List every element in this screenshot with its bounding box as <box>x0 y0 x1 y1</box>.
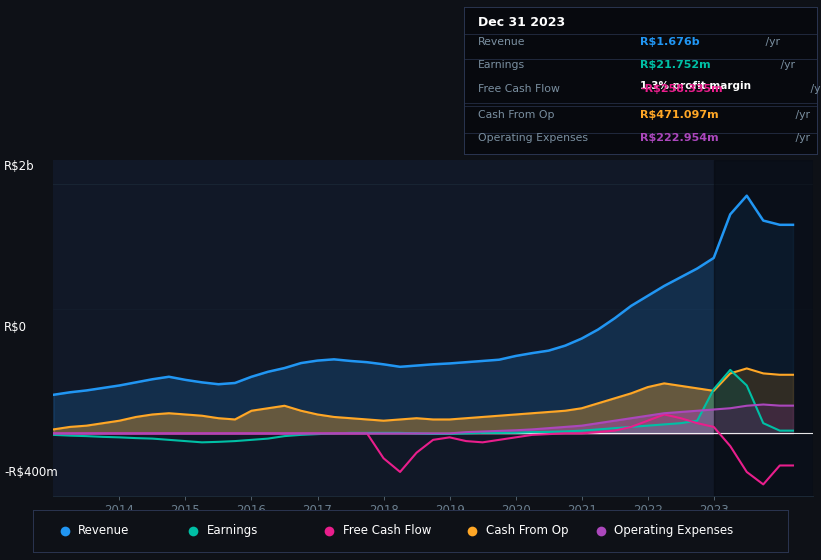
Text: Earnings: Earnings <box>478 60 525 70</box>
Text: /yr: /yr <box>792 110 810 120</box>
Text: -R$258.335m: -R$258.335m <box>640 83 723 94</box>
Text: /yr: /yr <box>792 133 810 143</box>
Text: Free Cash Flow: Free Cash Flow <box>478 83 560 94</box>
Text: 1.3% profit margin: 1.3% profit margin <box>640 81 751 91</box>
Bar <box>713 160 813 496</box>
Text: Cash From Op: Cash From Op <box>478 110 554 120</box>
Text: -R$400m: -R$400m <box>4 466 57 479</box>
Text: Revenue: Revenue <box>78 524 130 537</box>
Text: Cash From Op: Cash From Op <box>486 524 568 537</box>
Text: Free Cash Flow: Free Cash Flow <box>342 524 431 537</box>
Text: R$1.676b: R$1.676b <box>640 36 700 46</box>
Text: R$0: R$0 <box>4 321 27 334</box>
Text: /yr: /yr <box>807 83 821 94</box>
Text: Revenue: Revenue <box>478 36 525 46</box>
Text: /yr: /yr <box>777 60 795 70</box>
Text: R$2b: R$2b <box>4 160 34 172</box>
Text: R$471.097m: R$471.097m <box>640 110 719 120</box>
Text: Earnings: Earnings <box>207 524 258 537</box>
Text: R$222.954m: R$222.954m <box>640 133 719 143</box>
Text: R$21.752m: R$21.752m <box>640 60 711 70</box>
Text: Operating Expenses: Operating Expenses <box>614 524 734 537</box>
Text: Operating Expenses: Operating Expenses <box>478 133 588 143</box>
Text: /yr: /yr <box>762 36 780 46</box>
Text: Dec 31 2023: Dec 31 2023 <box>478 16 565 29</box>
